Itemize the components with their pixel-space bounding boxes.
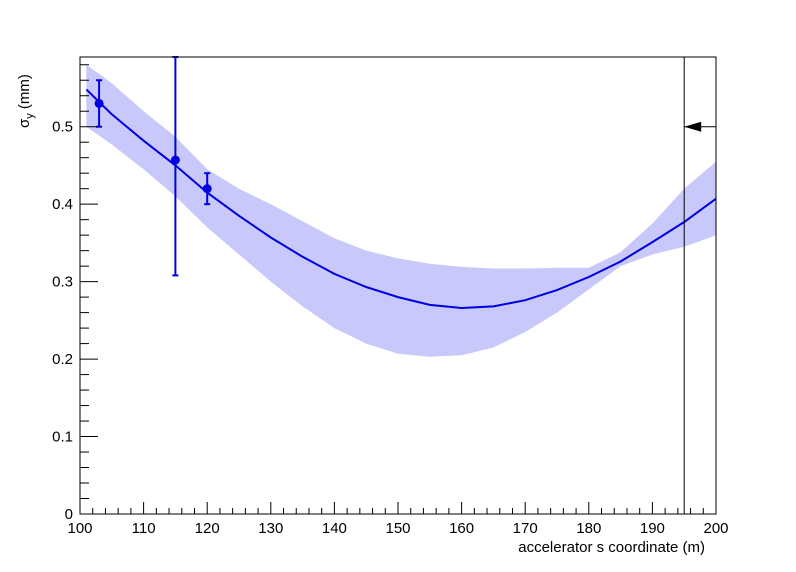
x-tick-label: 200 <box>703 520 728 537</box>
fit-curve <box>85 88 717 310</box>
x-tick-label: 100 <box>67 520 92 537</box>
x-tick-label: 120 <box>195 520 220 537</box>
confidence-band-layer <box>86 64 716 357</box>
x-tick-label: 130 <box>258 520 283 537</box>
x-tick-label: 140 <box>322 520 347 537</box>
y-tick-label: 0.1 <box>52 429 73 446</box>
marker-arrow-head <box>684 121 702 132</box>
y-tick-label: 0.2 <box>52 351 73 368</box>
y-tick-label: 0.4 <box>52 196 73 213</box>
fit-curve-layer <box>85 88 717 310</box>
y-axis: 0 0.1 0.2 0.3 0.4 0.5 <box>52 64 98 523</box>
x-tick-label: 160 <box>449 520 474 537</box>
x-tick-label: 190 <box>640 520 665 537</box>
position-marker-layer <box>683 57 716 514</box>
y-axis-title-subscript: y <box>24 113 36 119</box>
y-tick-label: 0.3 <box>52 274 73 291</box>
x-tick-label: 110 <box>132 520 156 537</box>
data-point <box>94 98 104 108</box>
y-tick-label: 0 <box>65 506 73 523</box>
confidence-band <box>86 64 716 357</box>
x-axis: 100 110 120 130 140 150 160 170 180 190 200 <box>67 502 729 537</box>
x-axis-title: accelerator s coordinate (m) <box>518 539 705 556</box>
data-points-layer <box>94 56 212 277</box>
y-axis-title-unit: (mm) <box>16 74 33 109</box>
data-point <box>202 184 212 194</box>
data-point <box>170 155 180 165</box>
y-axis-title-symbol: σ <box>16 118 33 128</box>
x-tick-label: 170 <box>513 520 538 537</box>
y-tick-label: 0.5 <box>52 119 73 136</box>
y-axis-title: σy (mm) <box>16 74 36 128</box>
x-tick-label: 150 <box>385 520 410 537</box>
x-tick-label: 180 <box>576 520 601 537</box>
